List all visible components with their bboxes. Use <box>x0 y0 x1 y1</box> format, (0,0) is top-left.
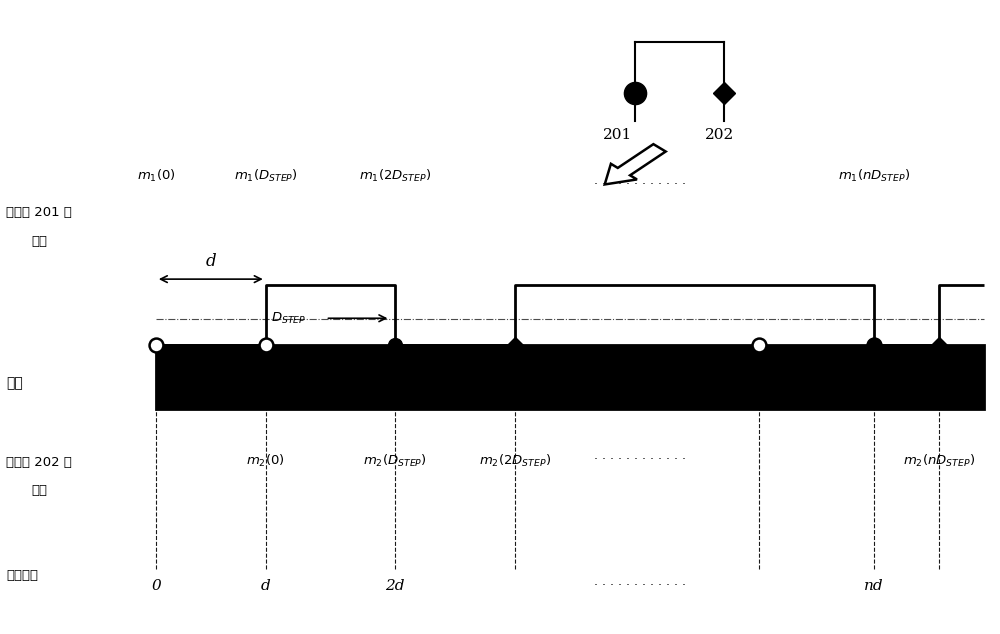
Text: $m_1(D_{STEP})$: $m_1(D_{STEP})$ <box>234 169 298 184</box>
Text: 输出: 输出 <box>31 484 47 497</box>
Text: $m_1(nD_{STEP})$: $m_1(nD_{STEP})$ <box>838 169 910 184</box>
Text: $m_2(2D_{STEP})$: $m_2(2D_{STEP})$ <box>479 453 551 469</box>
Text: nd: nd <box>864 579 884 593</box>
Text: 测量基准: 测量基准 <box>6 569 38 582</box>
Bar <box>156 346 984 408</box>
Text: 检测部 201 的: 检测部 201 的 <box>6 206 72 219</box>
Text: $m_1(0)$: $m_1(0)$ <box>137 169 175 184</box>
Text: $m_2(nD_{STEP})$: $m_2(nD_{STEP})$ <box>903 453 975 469</box>
Text: 输出: 输出 <box>31 235 47 248</box>
Text: 0: 0 <box>151 579 161 593</box>
Text: $D_{STEP}$: $D_{STEP}$ <box>271 311 306 326</box>
Text: 201: 201 <box>603 127 632 141</box>
FancyArrow shape <box>605 144 666 184</box>
Text: d: d <box>261 579 271 593</box>
Text: d: d <box>205 253 216 269</box>
Text: · · · · · · · · · · · ·: · · · · · · · · · · · · <box>594 178 686 191</box>
Text: 标尺: 标尺 <box>6 376 23 391</box>
Text: 检测部 202 的: 检测部 202 的 <box>6 456 72 469</box>
Text: · · · · · · · · · · · ·: · · · · · · · · · · · · <box>594 579 686 592</box>
Text: $m_1(2D_{STEP})$: $m_1(2D_{STEP})$ <box>359 169 431 184</box>
Text: 202: 202 <box>705 127 734 141</box>
Text: $m_2(D_{STEP})$: $m_2(D_{STEP})$ <box>363 453 427 469</box>
Text: 2d: 2d <box>386 579 405 593</box>
Text: · · · · · · · · · · · ·: · · · · · · · · · · · · <box>594 453 686 466</box>
Text: $m_2(0)$: $m_2(0)$ <box>246 453 285 469</box>
